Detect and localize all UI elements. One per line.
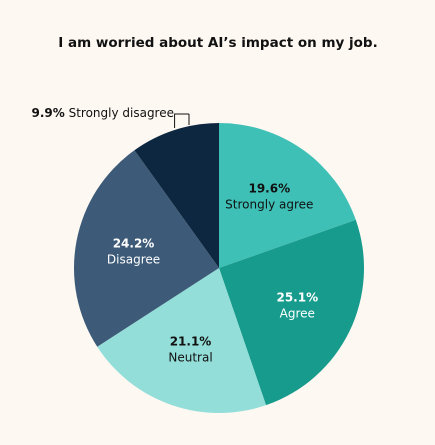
slice-category: Agree — [280, 306, 315, 320]
chart-title: I am worried about AI’s impact on my job… — [58, 35, 377, 51]
slice-percent: 24.2% — [113, 236, 155, 250]
slice-percent: 21.1% — [170, 335, 212, 349]
slice-category: Strongly disagree — [69, 106, 174, 120]
slice-label: 9.9% Strongly disagree — [31, 106, 174, 120]
leader-line — [174, 113, 178, 128]
slice-category: Strongly agree — [225, 198, 313, 212]
pie-slice — [97, 268, 267, 413]
slice-percent: 25.1% — [276, 290, 318, 304]
slice-percent: 19.6% — [248, 182, 290, 196]
slice-percent: 9.9% — [31, 106, 64, 120]
pie-slice — [134, 123, 219, 268]
pie-slice — [219, 123, 356, 268]
slice-category: Neutral — [168, 351, 212, 365]
slice-category: Disagree — [107, 252, 160, 266]
pie-slice — [73, 150, 219, 347]
pie-slice — [219, 219, 364, 406]
